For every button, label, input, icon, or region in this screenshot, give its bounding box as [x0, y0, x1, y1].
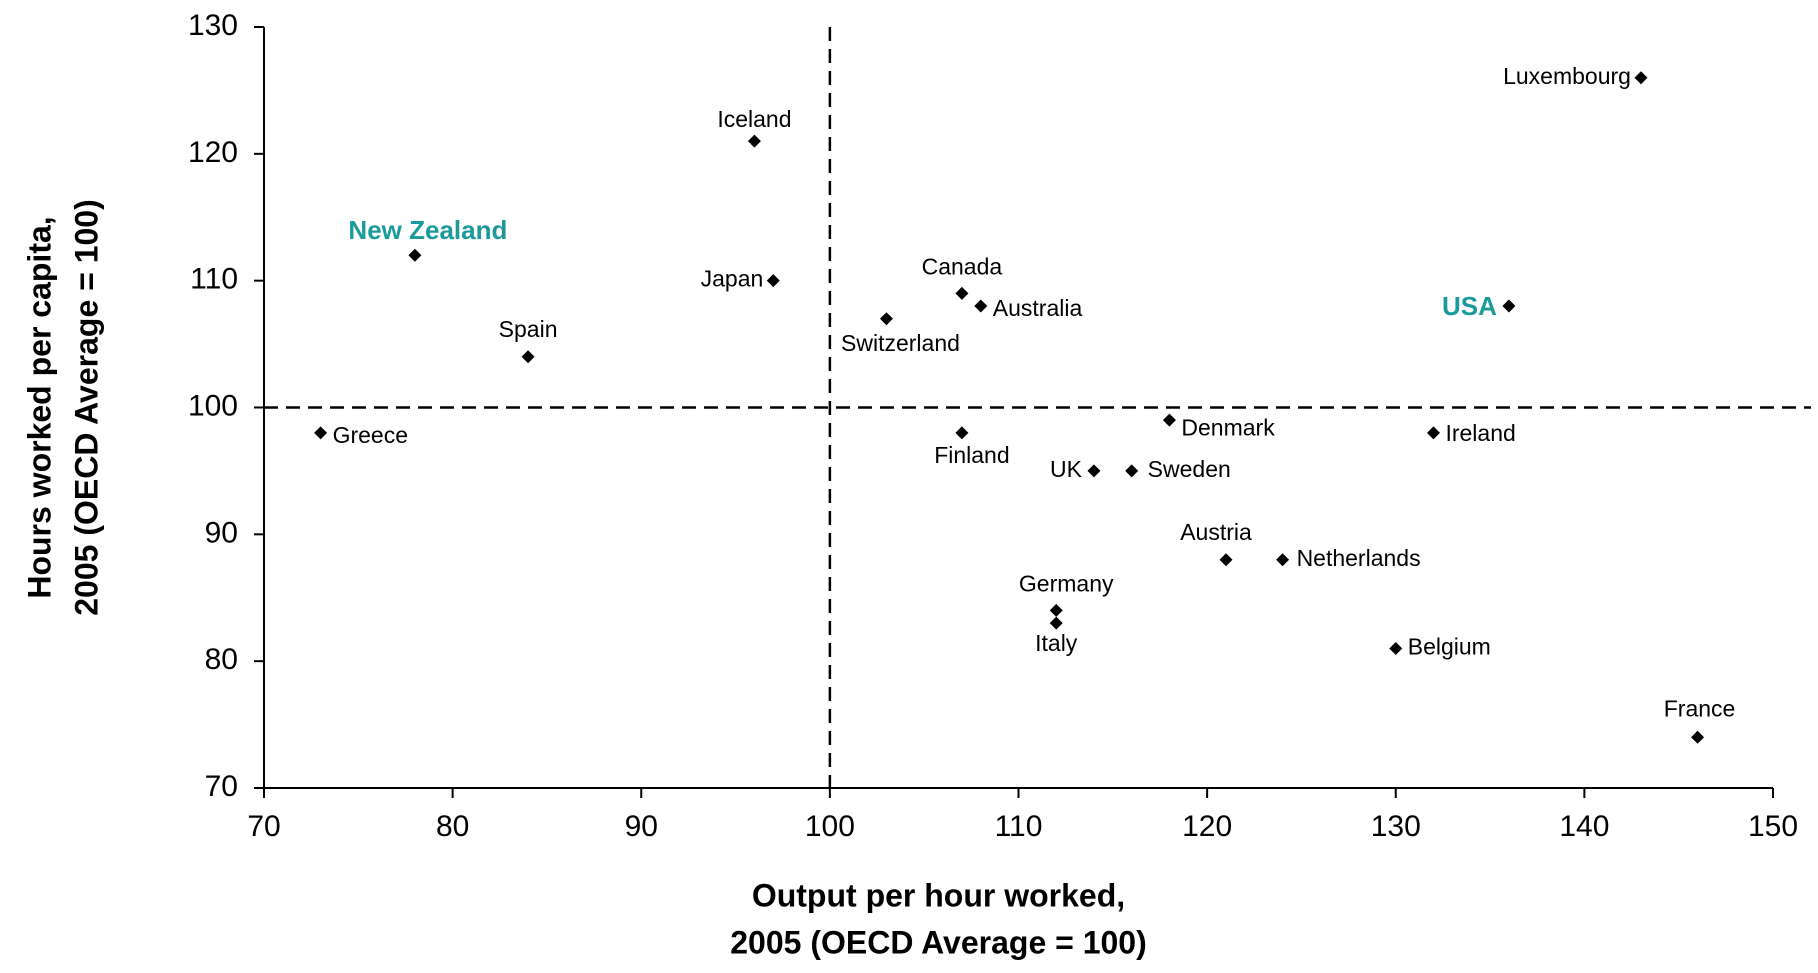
y-axis-title: Hours worked per capita, [21, 216, 57, 598]
point-label: Belgium [1408, 634, 1491, 660]
point-label: Spain [499, 316, 558, 342]
point-label: Canada [922, 253, 1003, 279]
data-point [1049, 603, 1063, 617]
x-tick-label: 130 [1371, 810, 1421, 843]
x-tick-label: 70 [247, 810, 280, 843]
data-point [1691, 730, 1705, 744]
y-tick-label: 90 [205, 516, 238, 549]
point-label: USA [1442, 291, 1497, 321]
x-tick-label: 120 [1182, 810, 1232, 843]
point-label: Iceland [717, 106, 791, 132]
point-label: Austria [1180, 519, 1252, 545]
point-label: France [1664, 695, 1736, 721]
data-point [1634, 71, 1648, 85]
data-point [314, 426, 328, 440]
data-point [1219, 553, 1233, 567]
data-point [766, 274, 780, 288]
x-tick-label: 150 [1748, 810, 1798, 843]
point-label: Japan [701, 266, 764, 292]
x-tick-label: 100 [805, 810, 855, 843]
data-point [955, 286, 969, 300]
data-point [879, 312, 893, 326]
point-label: Luxembourg [1503, 63, 1631, 89]
point-label: Italy [1035, 630, 1078, 656]
y-tick-label: 130 [188, 9, 238, 42]
data-point [408, 248, 422, 262]
y-axis-title: 2005 (OECD Average = 100) [68, 199, 104, 616]
y-tick-label: 120 [188, 136, 238, 169]
x-tick-label: 80 [436, 810, 469, 843]
point-label: Finland [934, 442, 1009, 468]
point-label: New Zealand [348, 215, 507, 245]
point-label: Denmark [1181, 414, 1275, 440]
y-tick-label: 110 [190, 263, 238, 296]
point-label: Sweden [1148, 456, 1231, 482]
data-point [955, 426, 969, 440]
point-label: UK [1050, 456, 1083, 482]
point-label: Switzerland [841, 330, 960, 356]
y-tick-label: 80 [205, 643, 238, 676]
data-point [521, 350, 535, 364]
data-point [1276, 553, 1290, 567]
data-point [1162, 413, 1176, 427]
x-tick-label: 140 [1559, 810, 1609, 843]
data-point [1389, 641, 1403, 655]
point-label: Greece [333, 422, 408, 448]
data-point [1087, 464, 1101, 478]
x-axis-title: Output per hour worked, [752, 877, 1125, 913]
x-axis-title: 2005 (OECD Average = 100) [730, 924, 1147, 960]
point-label: Netherlands [1297, 545, 1421, 571]
point-label: Australia [993, 295, 1083, 321]
y-tick-label: 100 [188, 389, 238, 422]
data-point [974, 299, 988, 313]
x-tick-label: 110 [995, 810, 1043, 843]
point-label: Ireland [1445, 420, 1515, 446]
y-tick-label: 70 [205, 770, 238, 803]
data-point [1502, 299, 1516, 313]
point-label: Germany [1019, 571, 1114, 597]
data-point [1426, 426, 1440, 440]
data-point [1125, 464, 1139, 478]
x-tick-label: 90 [625, 810, 658, 843]
data-point [1049, 616, 1063, 630]
data-point [747, 134, 761, 148]
